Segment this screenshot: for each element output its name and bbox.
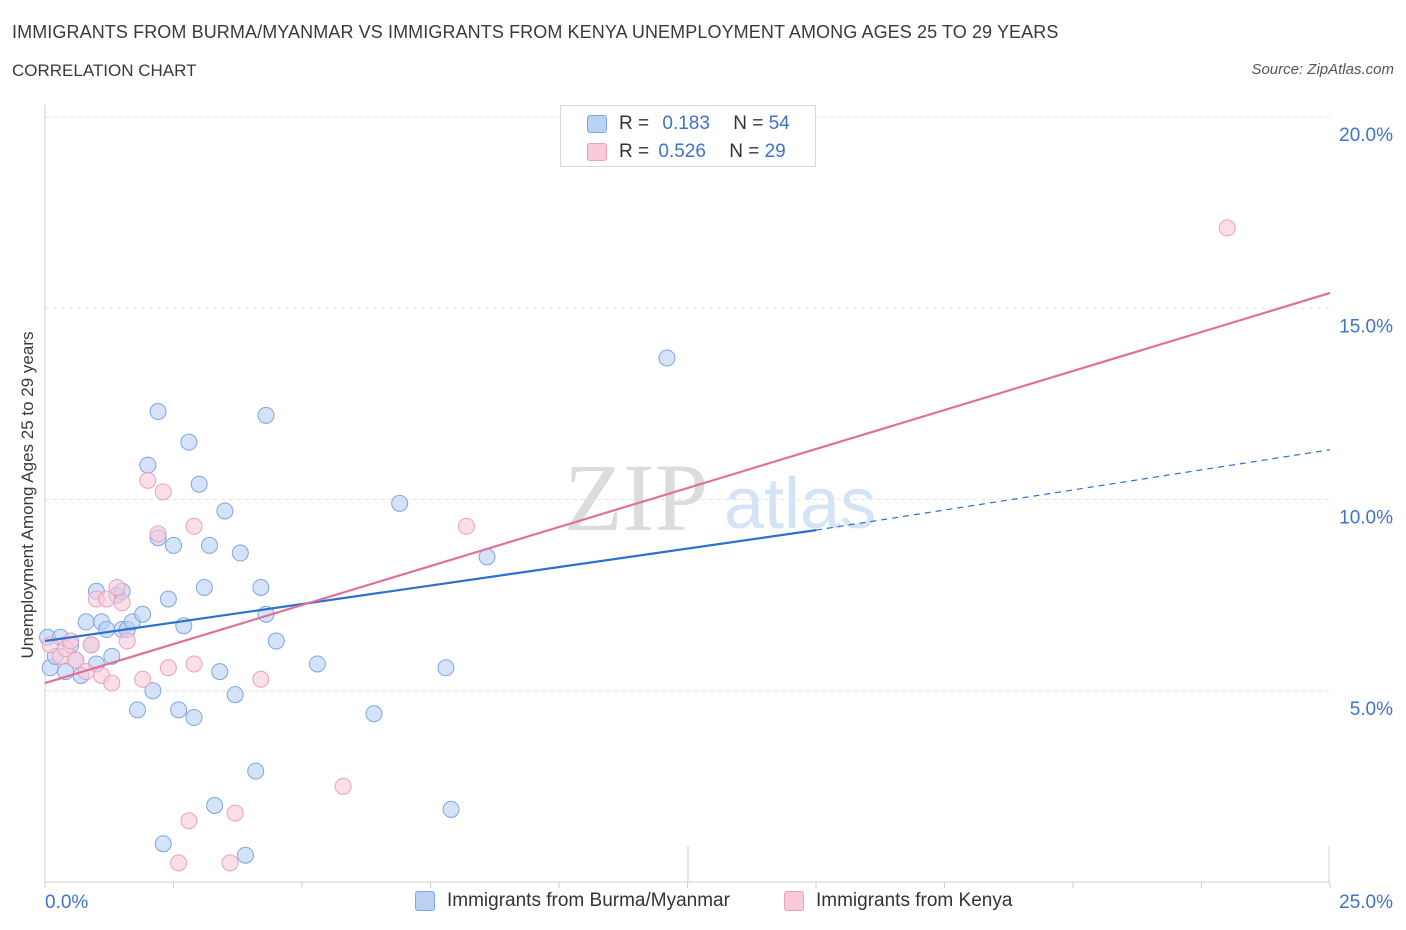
burma-point <box>154 835 172 853</box>
legend-swatch-blue <box>415 891 435 911</box>
watermark-zip: ZIP <box>564 444 708 551</box>
kenya-point <box>113 594 131 612</box>
watermark-atlas: atlas <box>724 464 876 544</box>
burma-point <box>267 632 285 650</box>
burma-point <box>231 544 249 562</box>
kenya-point <box>1218 219 1236 237</box>
kenya-point <box>134 670 152 688</box>
burma-trend-line <box>44 529 817 643</box>
kenya-point <box>149 525 167 543</box>
kenya-point <box>139 471 157 489</box>
kenya-point <box>108 578 126 596</box>
burma-point <box>236 846 254 864</box>
n-value-burma: 54 <box>768 113 790 134</box>
x-tick-label-min: 0.0% <box>45 892 88 913</box>
burma-point <box>216 502 234 520</box>
kenya-point <box>457 517 475 535</box>
burma-point <box>442 800 460 818</box>
data-points <box>39 219 1236 872</box>
burma-point <box>658 349 676 367</box>
legend-swatch-pink <box>784 891 804 911</box>
burma-point <box>200 536 218 554</box>
kenya-point <box>154 483 172 501</box>
chart-title: IMMIGRANTS FROM BURMA/MYANMAR VS IMMIGRA… <box>12 22 1059 42</box>
n-label: N = <box>733 113 764 134</box>
x-tick-label-max: 25.0% <box>1339 892 1393 913</box>
tick-labels: 5.0% 10.0% 15.0% 20.0% 0.0% 25.0% <box>45 125 1393 913</box>
watermark: ZIP atlas <box>564 444 876 551</box>
burma-point <box>252 578 270 596</box>
burma-point <box>103 647 121 665</box>
trend-lines <box>44 291 1331 685</box>
kenya-trend-line <box>44 291 1331 685</box>
burma-trend-extension <box>815 449 1331 531</box>
burma-point <box>77 613 95 631</box>
burma-point <box>159 590 177 608</box>
kenya-point <box>67 651 85 669</box>
kenya-point <box>103 674 121 692</box>
y-tick-label: 20.0% <box>1339 125 1393 146</box>
burma-point <box>134 605 152 623</box>
correlation-legend: R = 0.183 N = 54 R = 0.526 N = 29 <box>560 105 816 167</box>
burma-point <box>149 403 167 421</box>
burma-point <box>144 682 162 700</box>
r-label: R = <box>619 141 650 162</box>
burma-point <box>206 797 224 814</box>
kenya-point <box>118 632 136 650</box>
burma-point <box>139 456 157 474</box>
legend-label-kenya: Immigrants from Kenya <box>816 890 1013 911</box>
burma-point <box>180 433 198 451</box>
burma-point <box>437 659 455 677</box>
burma-point <box>308 655 326 673</box>
burma-point <box>170 701 188 719</box>
chart-subtitle: CORRELATION CHART <box>12 61 197 80</box>
kenya-point <box>252 670 270 688</box>
n-label: N = <box>729 141 760 162</box>
y-tick-label: 15.0% <box>1339 316 1393 337</box>
gridlines <box>45 116 1330 692</box>
burma-point <box>98 621 116 639</box>
burma-point <box>165 536 182 554</box>
burma-point <box>211 663 229 681</box>
burma-point <box>247 762 265 780</box>
source-credit: Source: ZipAtlas.com <box>1251 61 1394 78</box>
r-value-burma: 0.183 <box>662 113 710 134</box>
kenya-point <box>334 777 352 795</box>
burma-point <box>257 406 275 424</box>
kenya-point <box>180 812 198 830</box>
n-value-kenya: 29 <box>764 141 786 162</box>
kenya-point <box>221 854 239 872</box>
legend-swatch-pink <box>587 143 607 161</box>
y-tick-label: 5.0% <box>1350 699 1393 720</box>
kenya-point <box>82 636 100 654</box>
r-value-kenya: 0.526 <box>658 141 706 162</box>
burma-point <box>226 686 244 704</box>
burma-point <box>185 709 203 727</box>
legend-swatch-blue <box>587 115 607 133</box>
burma-point <box>195 578 213 596</box>
burma-point <box>190 475 208 493</box>
y-tick-label: 10.0% <box>1339 508 1393 529</box>
burma-point <box>365 705 383 723</box>
kenya-point <box>170 854 188 872</box>
axes <box>44 105 1331 888</box>
r-label: R = <box>619 113 650 134</box>
burma-point <box>391 494 409 512</box>
kenya-point <box>185 655 203 673</box>
kenya-point <box>185 517 203 535</box>
burma-point <box>129 701 147 719</box>
kenya-point <box>226 804 244 822</box>
kenya-point <box>159 659 177 677</box>
legend-label-burma: Immigrants from Burma/Myanmar <box>447 890 730 911</box>
